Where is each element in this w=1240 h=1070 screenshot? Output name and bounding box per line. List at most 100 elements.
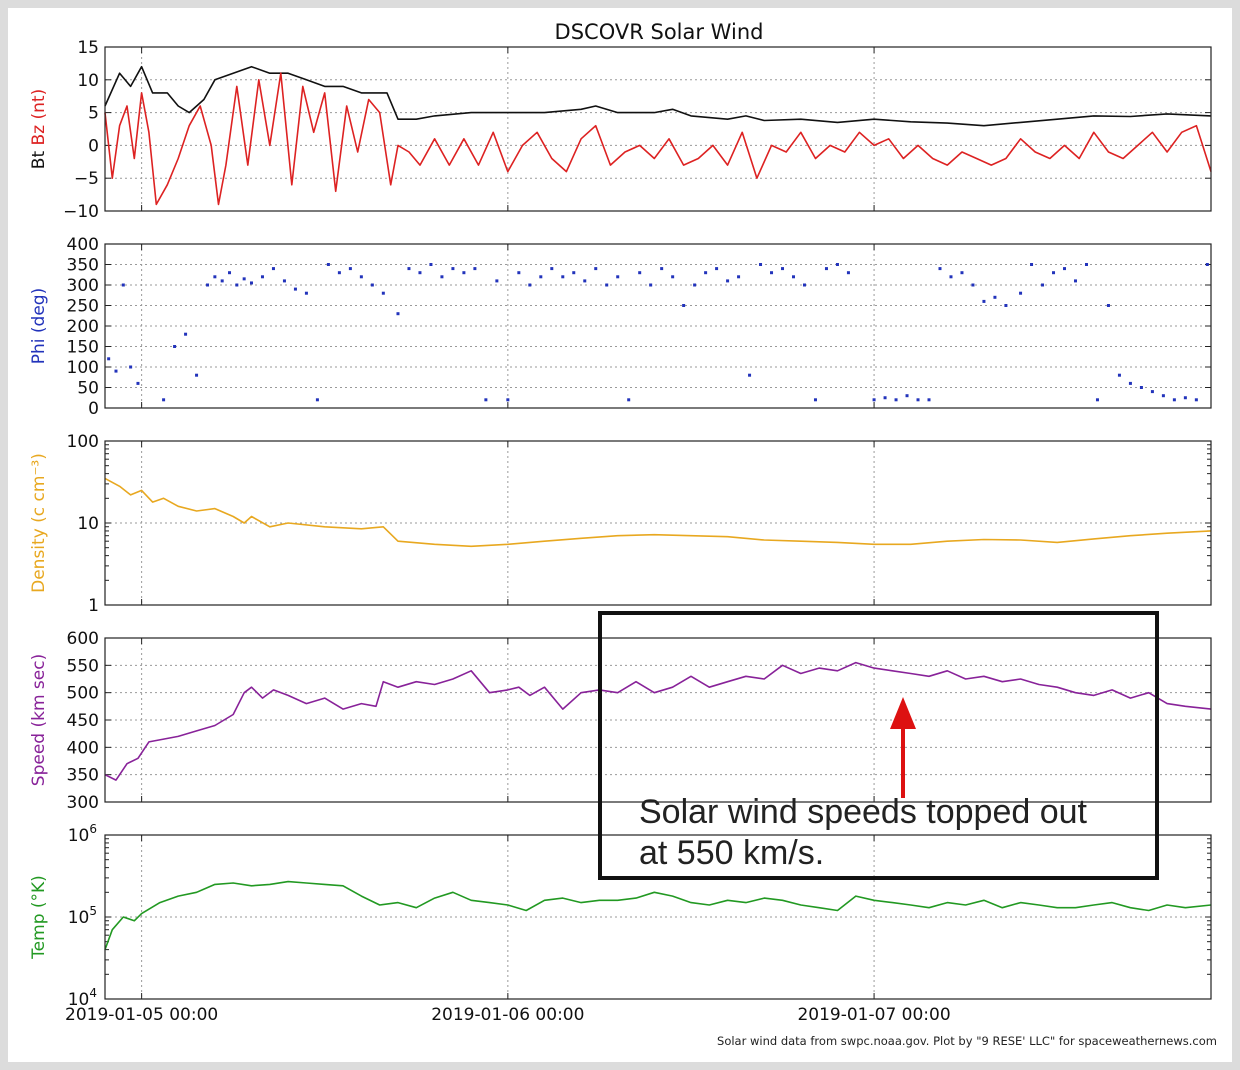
data-point xyxy=(451,267,455,271)
data-point xyxy=(960,271,964,275)
data-point xyxy=(1084,263,1088,266)
data-point xyxy=(1004,304,1008,307)
data-point xyxy=(572,271,576,275)
data-point xyxy=(1095,398,1099,402)
data-point xyxy=(813,398,817,402)
data-point xyxy=(824,267,828,271)
panel-temp: 106 105 104 Temp (°K) xyxy=(29,822,1212,1010)
data-point xyxy=(660,267,664,271)
y-tick-label: 50 xyxy=(77,379,99,399)
series-line-bz xyxy=(104,72,1212,206)
y-tick-label: 250 xyxy=(67,297,99,317)
y-tick-label: 10 xyxy=(77,514,99,534)
data-point xyxy=(407,267,411,271)
x-tick-label: 2019-01-06 00:00 xyxy=(431,1005,584,1025)
data-point xyxy=(846,271,850,275)
data-point xyxy=(982,299,986,303)
data-point xyxy=(396,312,400,316)
y-tick-label: 105 xyxy=(68,904,97,928)
data-point xyxy=(162,398,166,402)
data-point xyxy=(649,283,653,287)
panel-density: 100 10 1 Density (c cm⁻³) xyxy=(29,432,1212,616)
data-point xyxy=(506,398,510,402)
y-tick-label: 300 xyxy=(67,276,99,296)
data-point xyxy=(1128,381,1132,385)
data-point xyxy=(872,398,876,402)
panel-border xyxy=(104,637,1212,803)
y-tick-label: 500 xyxy=(67,684,99,704)
data-point xyxy=(550,267,554,271)
annotation-text: Solar wind speeds topped out xyxy=(639,793,1088,831)
data-point xyxy=(129,365,133,369)
data-point xyxy=(726,279,730,283)
data-point xyxy=(949,275,953,279)
y-tick-label: 350 xyxy=(67,256,99,276)
data-point xyxy=(938,267,942,271)
data-point xyxy=(802,283,806,287)
data-point xyxy=(107,357,111,361)
y-tick-label: −10 xyxy=(63,202,99,222)
data-point xyxy=(905,394,909,398)
y-tick-label: 150 xyxy=(67,338,99,358)
data-point xyxy=(495,279,499,283)
y-tick-label: 200 xyxy=(67,317,99,337)
data-point xyxy=(1161,394,1165,398)
series-line-speed xyxy=(104,661,1212,781)
y-tick-label: 100 xyxy=(67,432,99,452)
panel-speed: 600 550 500 450 400 350 300 Speed (km sec) xyxy=(29,629,1212,813)
y-tick-label: 600 xyxy=(67,629,99,649)
data-point xyxy=(1150,390,1154,394)
data-point xyxy=(282,279,286,283)
y-axis-label: Temp (°K) xyxy=(29,875,49,960)
data-point xyxy=(473,267,477,271)
data-point xyxy=(715,267,719,271)
y-tick-label: 400 xyxy=(67,235,99,255)
data-point xyxy=(249,281,253,285)
y-tick-label: 350 xyxy=(67,766,99,786)
data-point xyxy=(1117,373,1121,377)
data-point xyxy=(195,373,199,377)
panel-border xyxy=(104,440,1212,606)
data-point xyxy=(638,271,642,275)
data-point xyxy=(1073,279,1077,283)
data-point xyxy=(1139,386,1143,389)
y-tick-label: 5 xyxy=(88,104,99,124)
data-point xyxy=(539,275,543,279)
data-point xyxy=(173,345,177,348)
data-point xyxy=(213,275,217,279)
y-tick-label: 300 xyxy=(67,793,99,813)
data-point xyxy=(293,287,297,291)
y-axis-label: Density (c cm⁻³) xyxy=(29,453,49,593)
data-point xyxy=(1194,398,1198,402)
data-point xyxy=(583,279,587,283)
y-axis-label: Speed (km sec) xyxy=(29,654,49,786)
data-point xyxy=(462,271,466,275)
y-axis-label: Bt Bz (nt) xyxy=(29,89,49,169)
y-tick-label: −5 xyxy=(74,169,99,189)
data-point xyxy=(916,398,920,402)
data-point xyxy=(737,275,741,279)
y-tick-label: 1 xyxy=(88,596,99,616)
data-point xyxy=(894,398,898,402)
annotation-box xyxy=(598,611,1159,880)
data-point xyxy=(1030,263,1034,266)
data-point xyxy=(304,291,308,295)
y-tick-label: 400 xyxy=(67,738,99,758)
data-point xyxy=(1041,283,1045,287)
data-point xyxy=(561,275,565,279)
panel-border xyxy=(104,243,1212,409)
data-point xyxy=(594,267,598,271)
annotation-text: at 550 km/s. xyxy=(639,834,824,872)
data-point xyxy=(627,398,631,402)
data-point xyxy=(927,398,931,402)
data-point xyxy=(1183,396,1187,400)
data-point xyxy=(1063,267,1067,271)
y-tick-label: 15 xyxy=(77,38,99,58)
panel-border xyxy=(104,46,1212,212)
data-point xyxy=(1205,263,1209,266)
data-point xyxy=(971,283,975,287)
y-tick-label: 100 xyxy=(67,358,99,378)
data-point xyxy=(235,283,239,287)
data-point xyxy=(605,283,609,287)
data-point xyxy=(114,369,118,373)
